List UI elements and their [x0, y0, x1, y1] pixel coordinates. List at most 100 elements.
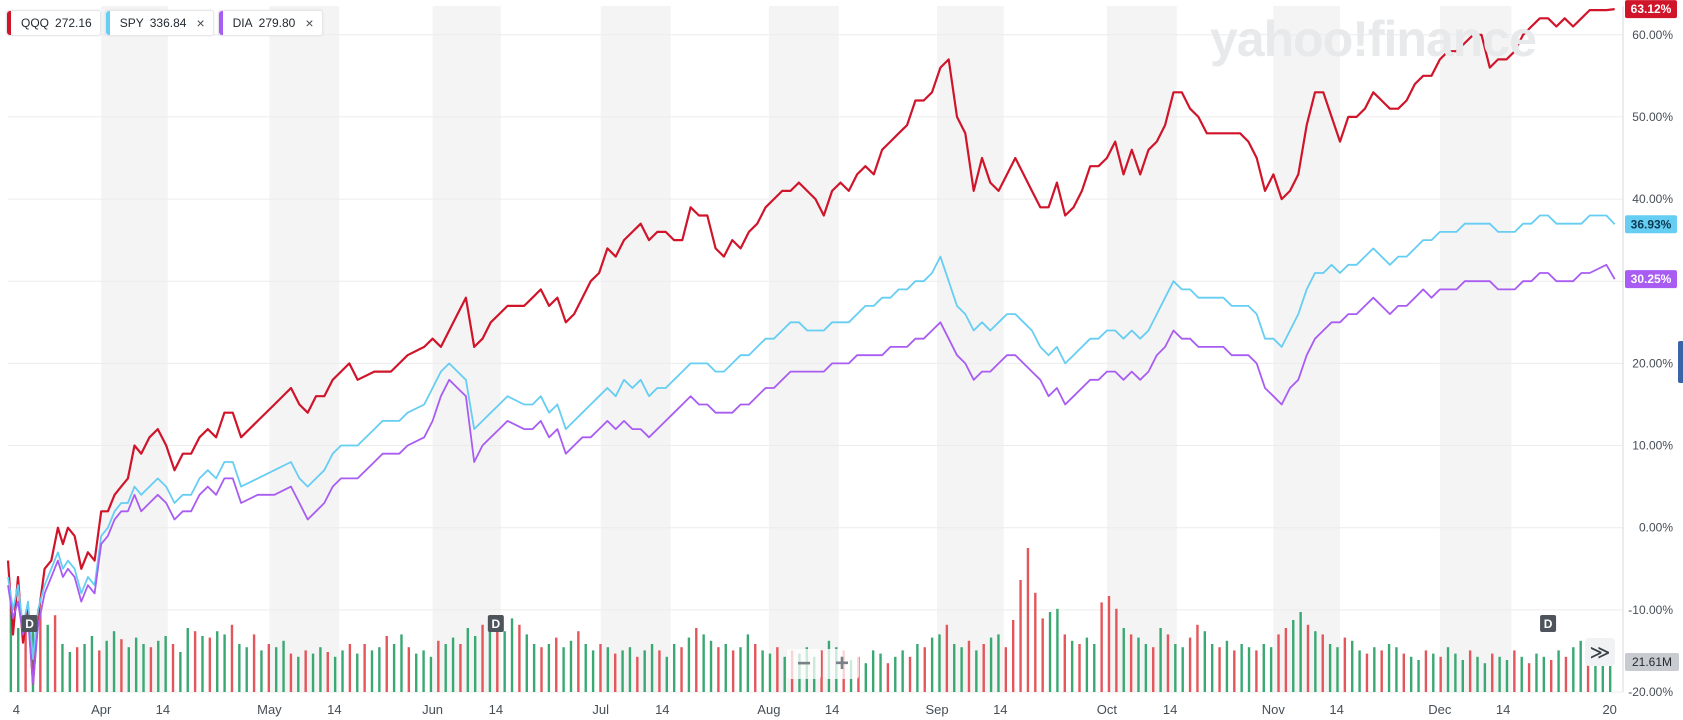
volume-bar — [1498, 656, 1501, 692]
volume-bar — [1056, 608, 1059, 692]
zoom-in-button[interactable]: + — [825, 649, 859, 679]
volume-bar — [348, 644, 352, 692]
volume-bar — [1572, 647, 1575, 692]
volume-bar — [230, 624, 234, 692]
volume-bar — [879, 653, 882, 692]
chart-background — [101, 6, 1512, 692]
volume-bar — [1210, 644, 1214, 692]
volume-bar — [201, 636, 204, 692]
volume-bar — [1550, 660, 1553, 692]
volume-bar — [1387, 644, 1391, 692]
volume-bar — [1292, 620, 1295, 692]
zoom-out-button[interactable]: − — [787, 649, 821, 679]
volume-bar — [429, 656, 433, 692]
volume-bar — [1196, 624, 1199, 692]
volume-bar — [112, 631, 116, 692]
volume-bar — [709, 640, 713, 692]
x-tick-label: Sep — [925, 702, 948, 717]
x-tick-label: Apr — [91, 702, 112, 717]
volume-bar — [731, 650, 735, 692]
volume-bar — [481, 624, 484, 692]
dividend-marker: D — [1540, 615, 1557, 632]
volume-bar — [1225, 640, 1229, 692]
volume-bar — [953, 644, 956, 692]
month-stripe — [600, 6, 671, 692]
volume-bar — [1527, 663, 1531, 692]
volume-bar — [356, 653, 359, 692]
legend-swatch-spy — [105, 11, 110, 35]
volume-bar — [547, 644, 551, 692]
month-stripe — [432, 6, 501, 692]
volume-bar — [1476, 656, 1479, 692]
side-panel-tab[interactable] — [1678, 341, 1683, 383]
remove-dia-close-icon[interactable]: × — [305, 15, 314, 31]
volume-bar — [46, 624, 49, 692]
volume-bar — [274, 647, 278, 692]
scroll-to-latest-icon[interactable]: ≫ — [1585, 638, 1615, 666]
volume-bar — [1255, 650, 1258, 692]
volume-bar — [1351, 640, 1354, 692]
legend-chip-qqq[interactable]: QQQ 272.16 — [6, 10, 101, 36]
volume-bar — [871, 650, 875, 692]
legend-chip-spy[interactable]: SPY 336.84 × — [104, 10, 214, 36]
volume-bar — [584, 644, 587, 692]
volume-bar — [1314, 631, 1317, 692]
volume-bar — [83, 644, 86, 692]
volume-bar — [208, 637, 212, 692]
volume-bar — [967, 640, 971, 692]
y-tick-label: 10.00% — [1632, 439, 1673, 453]
last-value-label-spy: 36.93% — [1631, 217, 1672, 231]
volume-bar — [1284, 628, 1288, 692]
volume-bar — [400, 634, 403, 692]
volume-bar — [282, 640, 285, 692]
volume-bar — [127, 647, 130, 692]
volume-bar — [1262, 644, 1265, 692]
series-line-spy — [7, 214, 1616, 660]
volume-bar — [407, 647, 411, 692]
volume-bar — [1321, 634, 1324, 692]
x-tick-label: 14 — [327, 702, 341, 717]
volume-bar — [761, 650, 764, 692]
x-tick-label: 14 — [156, 702, 170, 717]
volume-bar — [1129, 634, 1133, 692]
volume-bar — [783, 656, 786, 692]
volume-bar — [1137, 637, 1140, 692]
volume-bar — [569, 640, 573, 692]
volume-bar — [378, 647, 381, 692]
volume-bar — [1564, 656, 1568, 692]
volume-bar — [1513, 650, 1516, 692]
volume-bar — [1240, 644, 1243, 692]
volume-bar — [1277, 634, 1280, 692]
volume-bar — [437, 640, 440, 692]
last-value-tag-spy — [1625, 215, 1677, 234]
volume-bar — [1468, 650, 1472, 692]
dividend-marker-box — [1540, 615, 1557, 632]
volume-bar — [680, 647, 683, 692]
legend-value-spy: 336.84 — [149, 16, 187, 30]
volume-bar — [739, 647, 742, 692]
volume-bar — [930, 637, 934, 692]
legend-chip-dia[interactable]: DIA 279.80 × — [217, 10, 323, 36]
volume-bar — [1432, 653, 1435, 692]
volume-bar — [1269, 647, 1273, 692]
volume-bar — [223, 634, 226, 692]
y-tick-label: 20.00% — [1632, 356, 1673, 370]
volume-bar — [510, 618, 514, 692]
volume-bar — [1505, 660, 1509, 692]
volume-bar — [938, 634, 941, 692]
volume-bar — [370, 650, 374, 692]
volume-bar — [9, 604, 13, 692]
x-tick-label: 14 — [1329, 702, 1343, 717]
remove-spy-close-icon[interactable]: × — [196, 15, 205, 31]
month-stripe — [768, 6, 839, 692]
volume-bar — [1336, 647, 1339, 692]
volume-bar — [157, 640, 160, 692]
volume-bar — [488, 620, 492, 692]
last-value-tag-qqq — [1625, 0, 1677, 19]
volume-bar — [1085, 637, 1089, 692]
volume-bar — [1174, 644, 1177, 692]
volume-bar — [518, 624, 521, 692]
volume-bar — [164, 636, 167, 692]
